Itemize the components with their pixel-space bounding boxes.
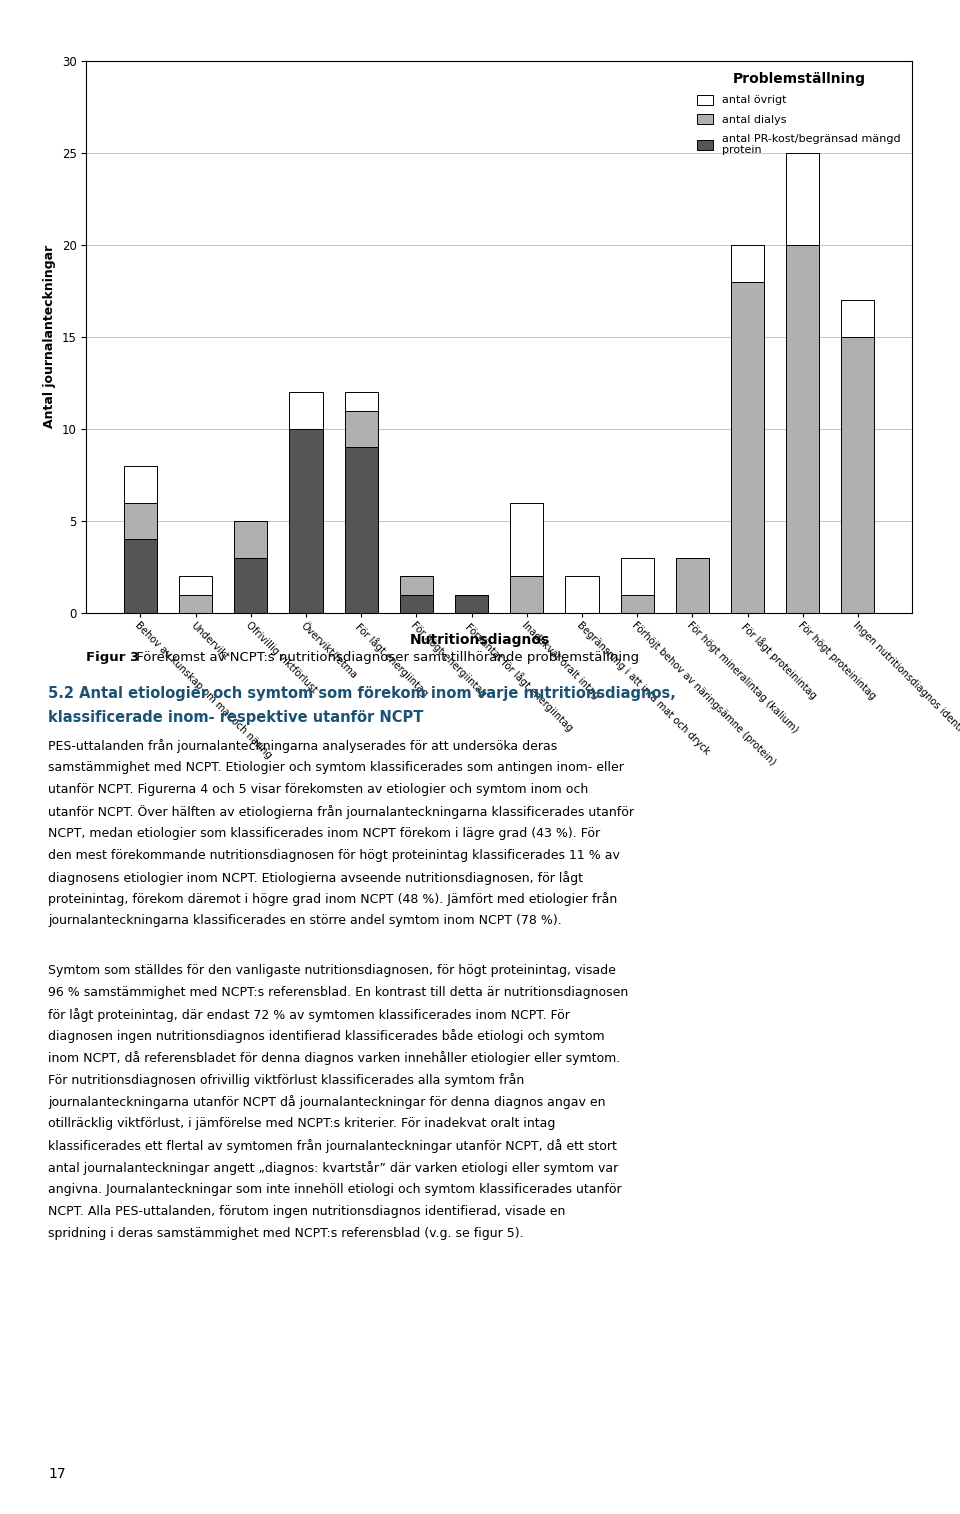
Bar xyxy=(290,392,323,428)
Bar xyxy=(180,577,212,595)
Bar xyxy=(841,300,875,338)
Text: utanför NCPT. Figurerna 4 och 5 visar förekomsten av etiologier och symtom inom : utanför NCPT. Figurerna 4 och 5 visar fö… xyxy=(48,783,588,796)
Text: NCPT. Alla PES-uttalanden, förutom ingen nutritionsdiagnos identifierad, visade : NCPT. Alla PES-uttalanden, förutom ingen… xyxy=(48,1205,565,1219)
Bar xyxy=(124,503,157,539)
Text: otillräcklig viktförlust, i jämförelse med NCPT:s kriterier. För inadekvat oralt: otillräcklig viktförlust, i jämförelse m… xyxy=(48,1117,556,1131)
Text: journalanteckningarna utanför NCPT då journalanteckningar för denna diagnos anga: journalanteckningarna utanför NCPT då jo… xyxy=(48,1096,606,1110)
Bar xyxy=(455,595,489,613)
Text: Nutritionsdiagnos: Nutritionsdiagnos xyxy=(410,633,550,646)
Text: diagnosen ingen nutritionsdiagnos identifierad klassificerades både etiologi och: diagnosen ingen nutritionsdiagnos identi… xyxy=(48,1030,605,1043)
Text: 5.2 Antal etiologier och symtom som förekom inom varje nutritionsdiagnos,: 5.2 Antal etiologier och symtom som före… xyxy=(48,686,676,701)
Text: utanför NCPT. Över hälften av etiologierna från journalanteckningarna klassifice: utanför NCPT. Över hälften av etiologier… xyxy=(48,804,634,819)
Bar xyxy=(234,559,268,613)
Bar xyxy=(180,595,212,613)
Bar xyxy=(124,466,157,503)
Bar xyxy=(676,559,708,613)
Bar xyxy=(786,245,819,613)
Text: den mest förekommande nutritionsdiagnosen för högt proteinintag klassificerades : den mest förekommande nutritionsdiagnose… xyxy=(48,848,620,861)
Text: proteinintag, förekom däremot i högre grad inom NCPT (48 %). Jämfört med etiolog: proteinintag, förekom däremot i högre gr… xyxy=(48,893,617,907)
Text: klassificerade inom- respektive utanför NCPT: klassificerade inom- respektive utanför … xyxy=(48,710,423,725)
Text: NCPT, medan etiologier som klassificerades inom NCPT förekom i lägre grad (43 %): NCPT, medan etiologier som klassificerad… xyxy=(48,827,600,840)
Text: Symtom som ställdes för den vanligaste nutritionsdiagnosen, för högt proteininta: Symtom som ställdes för den vanligaste n… xyxy=(48,964,616,977)
Text: 17: 17 xyxy=(48,1467,65,1481)
Bar xyxy=(345,410,378,448)
Text: samstämmighet med NCPT. Etiologier och symtom klassificerades som antingen inom-: samstämmighet med NCPT. Etiologier och s… xyxy=(48,760,624,774)
Y-axis label: Antal journalanteckningar: Antal journalanteckningar xyxy=(43,245,57,428)
Bar xyxy=(124,539,157,613)
Text: 96 % samstämmighet med NCPT:s referensblad. En kontrast till detta är nutritions: 96 % samstämmighet med NCPT:s referensbl… xyxy=(48,986,628,999)
Bar xyxy=(841,338,875,613)
Bar xyxy=(345,392,378,410)
Bar xyxy=(290,428,323,613)
Bar xyxy=(786,153,819,245)
Text: spridning i deras samstämmighet med NCPT:s referensblad (v.g. se figur 5).: spridning i deras samstämmighet med NCPT… xyxy=(48,1226,523,1240)
Bar xyxy=(731,282,764,613)
Bar xyxy=(731,245,764,282)
Legend: antal övrigt, antal dialys, antal PR-kost/begränsad mängd
protein: antal övrigt, antal dialys, antal PR-kos… xyxy=(691,67,906,160)
Bar xyxy=(234,521,268,559)
Text: för lågt proteinintag, där endast 72 % av symtomen klassificerades inom NCPT. Fö: för lågt proteinintag, där endast 72 % a… xyxy=(48,1008,570,1022)
Text: För nutritionsdiagnosen ofrivillig viktförlust klassificerades alla symtom från: För nutritionsdiagnosen ofrivillig viktf… xyxy=(48,1073,524,1087)
Text: Förekomst av NCPT:s nutritionsdiagnoser samt tillhörande problemställning: Förekomst av NCPT:s nutritionsdiagnoser … xyxy=(132,651,639,665)
Bar xyxy=(345,448,378,613)
Text: journalanteckningarna klassificerades en större andel symtom inom NCPT (78 %).: journalanteckningarna klassificerades en… xyxy=(48,914,562,928)
Text: PES-uttalanden från journalanteckningarna analyserades för att undersöka deras: PES-uttalanden från journalanteckningarn… xyxy=(48,739,557,752)
Text: klassificerades ett flertal av symtomen från journalanteckningar utanför NCPT, d: klassificerades ett flertal av symtomen … xyxy=(48,1139,617,1154)
Bar xyxy=(510,503,543,577)
Text: diagnosens etiologier inom NCPT. Etiologierna avseende nutritionsdiagnosen, för : diagnosens etiologier inom NCPT. Etiolog… xyxy=(48,871,583,884)
Bar xyxy=(620,595,654,613)
Text: antal journalanteckningar angett „diagnos: kvartstår” där varken etiologi eller : antal journalanteckningar angett „diagno… xyxy=(48,1161,618,1175)
Text: angivna. Journalanteckningar som inte innehöll etiologi och symtom klassificerad: angivna. Journalanteckningar som inte in… xyxy=(48,1184,622,1196)
Bar xyxy=(620,557,654,595)
Bar xyxy=(400,577,433,595)
Bar xyxy=(510,577,543,613)
Text: inom NCPT, då referensbladet för denna diagnos varken innehåller etiologier elle: inom NCPT, då referensbladet för denna d… xyxy=(48,1051,620,1066)
Bar xyxy=(565,577,598,613)
Text: Figur 3: Figur 3 xyxy=(86,651,139,665)
Bar xyxy=(400,595,433,613)
